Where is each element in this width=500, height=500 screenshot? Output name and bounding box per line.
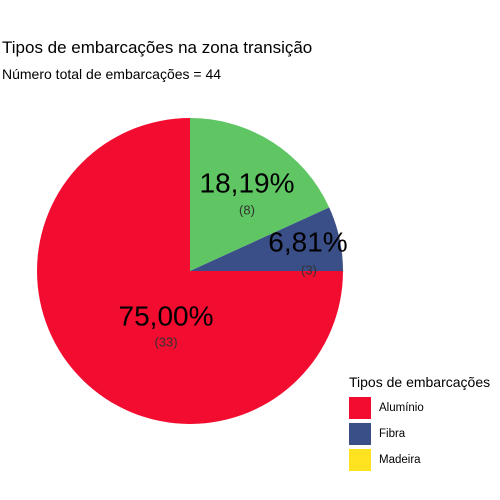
legend-item: Fibra xyxy=(349,421,490,447)
slice-count-label: (8) xyxy=(239,202,255,217)
legend-item: Alumínio xyxy=(349,395,490,421)
slice-percent-label: 75,00% xyxy=(119,300,214,331)
legend-swatch xyxy=(349,449,371,471)
slice-percent-label: 6,81% xyxy=(268,226,347,257)
pie-slice xyxy=(190,118,330,271)
slice-count-label: (3) xyxy=(301,262,317,277)
slice-count-label: (33) xyxy=(154,334,177,349)
pie-slice xyxy=(37,118,343,424)
chart-title: Tipos de embarcações na zona transição xyxy=(2,38,313,57)
legend-item: Madeira xyxy=(349,447,490,473)
chart-subtitle: Número total de embarcações = 44 xyxy=(2,66,222,82)
slice-percent-label: 18,19% xyxy=(200,167,295,198)
legend-title: Tipos de embarcações xyxy=(349,374,491,390)
legend-swatch xyxy=(349,397,371,419)
pie-slice xyxy=(190,207,343,271)
legend-label: Fibra xyxy=(379,428,406,440)
legend-swatch xyxy=(349,423,371,445)
legend-label: Madeira xyxy=(379,454,421,466)
legend: Tipos de embarcações Alumínio Fibra Madeir… xyxy=(349,374,490,473)
legend-label: Alumínio xyxy=(379,402,424,414)
